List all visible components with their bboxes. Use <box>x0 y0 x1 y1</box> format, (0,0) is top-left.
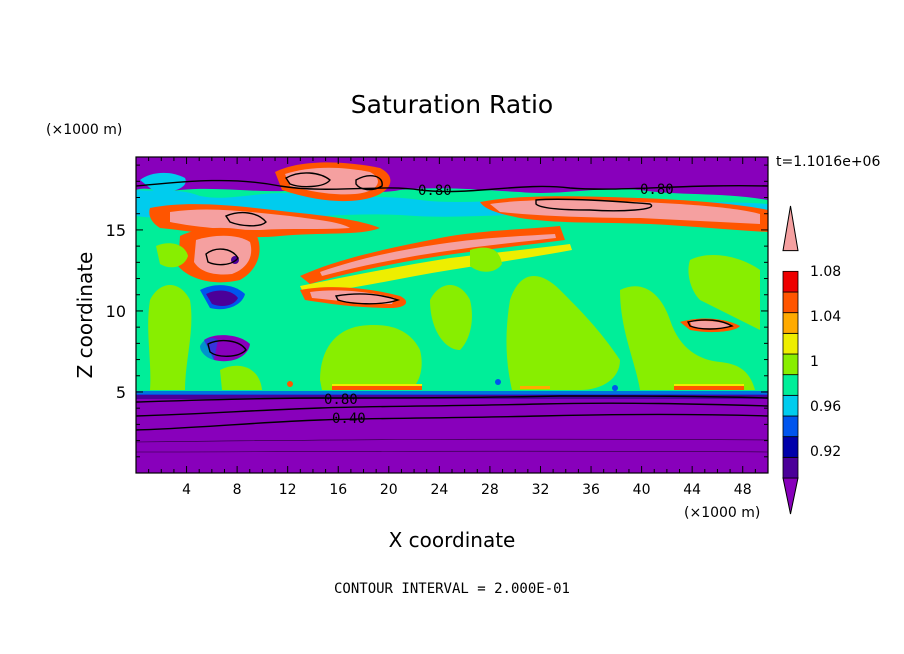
lower-dry-layer <box>136 398 768 473</box>
contour-label-3: 0.80 <box>324 392 358 408</box>
colorbar-label: 1.04 <box>810 309 841 325</box>
time-label: t=1.1016e+06 <box>776 154 880 170</box>
colorbar-swatch <box>782 374 799 396</box>
x-tick-label: 8 <box>233 482 242 498</box>
y-tick-label: 10 <box>106 302 126 321</box>
x-tick-label: 48 <box>734 482 752 498</box>
colorbar-label: 0.92 <box>810 444 841 460</box>
x-tick-label: 12 <box>279 482 297 498</box>
z-unit-label: (×1000 m) <box>46 122 122 138</box>
y-axis: 5 10 15 <box>106 164 768 458</box>
colorbar-swatch <box>782 415 799 438</box>
x-tick-label: 44 <box>683 482 701 498</box>
x-tick-label: 20 <box>380 482 398 498</box>
x-axis: 4 8 12 16 20 24 28 32 36 40 44 48 <box>148 157 756 498</box>
colorbar-arrow-bottom <box>782 477 799 515</box>
x-tick-label: 4 <box>182 482 191 498</box>
saturated-column-left <box>148 285 192 390</box>
contour-label-4: 0.40 <box>332 411 366 427</box>
y-tick-label: 5 <box>116 383 126 402</box>
colorbar: 0.92 0.96 1 1.04 1.08 <box>782 205 841 515</box>
plot-field <box>136 157 768 473</box>
saturated-column-right <box>506 276 620 390</box>
saturated-column-mid <box>320 325 422 390</box>
x-tick-label: 24 <box>430 482 448 498</box>
x-tick-label: 32 <box>532 482 550 498</box>
colorbar-swatch <box>782 270 799 293</box>
x-tick-label: 16 <box>329 482 347 498</box>
contour-label-2: 0.80 <box>640 182 674 198</box>
x-tick-label: 36 <box>582 482 600 498</box>
colorbar-swatch <box>782 312 799 334</box>
chart-title: Saturation Ratio <box>351 90 553 119</box>
colorbar-swatch <box>782 332 799 355</box>
colorbar-label: 1 <box>810 354 819 370</box>
colorbar-label: 0.96 <box>810 399 841 415</box>
contour-label-1: 0.80 <box>418 183 452 199</box>
colorbar-swatch <box>782 291 799 314</box>
y-axis-title: Z coordinate <box>73 252 97 379</box>
colorbar-label: 1.08 <box>810 264 841 280</box>
contour-interval-footer: CONTOUR INTERVAL = 2.000E-01 <box>334 581 570 597</box>
colorbar-swatch <box>782 456 799 479</box>
x-unit-label: (×1000 m) <box>684 505 760 521</box>
x-tick-label: 40 <box>633 482 651 498</box>
colorbar-swatch <box>782 394 799 417</box>
y-tick-label: 15 <box>106 221 126 240</box>
contour-labels: 0.80 0.80 0.80 0.40 <box>324 182 674 427</box>
colorbar-swatch <box>782 436 799 458</box>
x-tick-label: 28 <box>481 482 499 498</box>
colorbar-arrow-top <box>782 205 799 252</box>
colorbar-swatch <box>782 353 799 376</box>
x-axis-title: X coordinate <box>389 528 516 552</box>
